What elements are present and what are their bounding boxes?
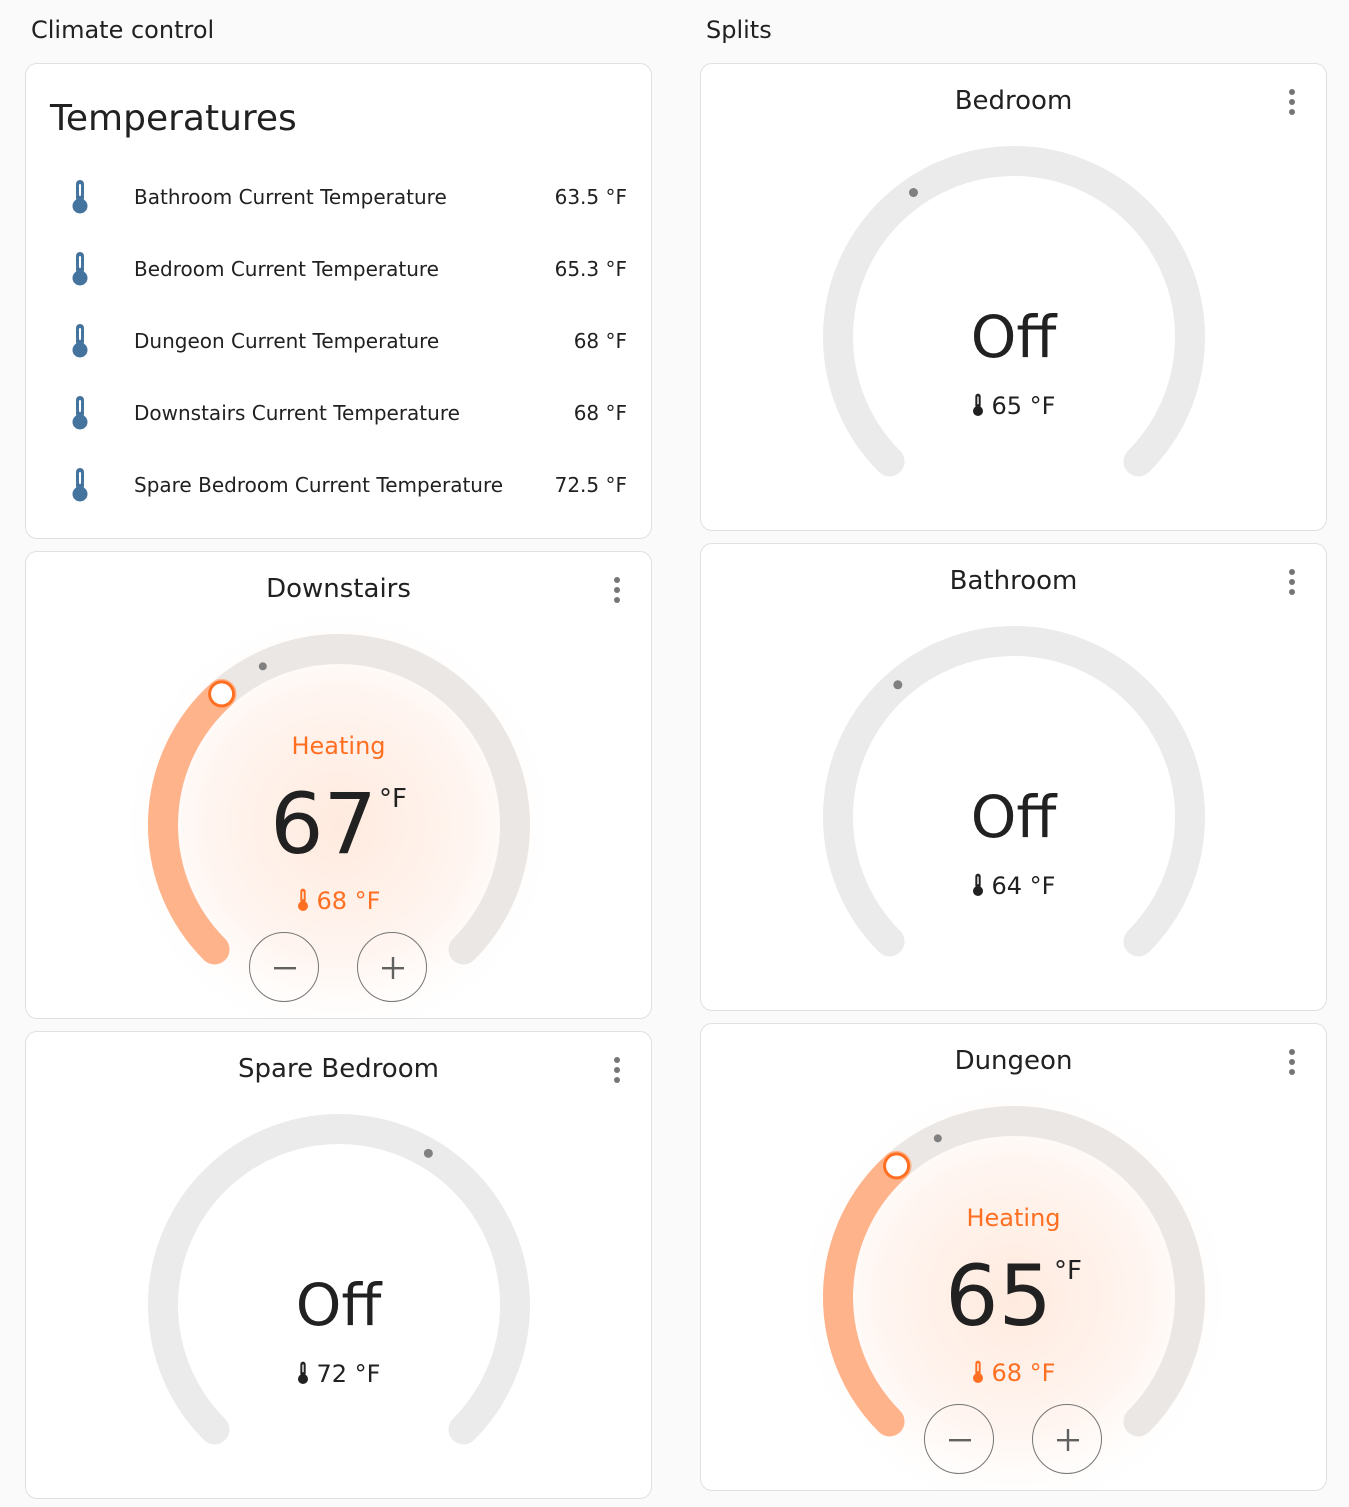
temperature-row-value: 68 °F [573, 329, 627, 353]
temperature-row-value: 72.5 °F [554, 473, 627, 497]
thermostat-dial[interactable] [701, 64, 1327, 531]
thermometer-icon [71, 251, 89, 287]
temperature-row-name: Downstairs Current Temperature [134, 401, 460, 425]
thermometer-icon [972, 393, 983, 416]
target-temperature-value: 67 [270, 775, 377, 873]
temperature-row-name: Dungeon Current Temperature [134, 329, 440, 353]
more-options-icon[interactable] [605, 1056, 629, 1084]
minus-icon [274, 967, 296, 970]
temperatures-card-title: Temperatures [50, 98, 297, 139]
thermometer-icon [72, 324, 88, 358]
temperature-row-value: 68 °F [573, 401, 627, 425]
temperature-row[interactable]: Downstairs Current Temperature 68 °F [26, 393, 651, 433]
current-temperature-marker [258, 662, 267, 671]
temperature-row-name: Spare Bedroom Current Temperature [134, 473, 504, 497]
temperature-row-value: 63.5 °F [554, 185, 627, 209]
thermostat-card-bathroom: Bathroom Off 64 °F [700, 543, 1327, 1011]
target-temperature: 67°F [26, 782, 651, 866]
current-temperature: 68 °F [701, 1359, 1326, 1387]
thermometer-icon [71, 467, 89, 503]
dial-track [823, 626, 1205, 957]
thermostat-dial[interactable] [701, 1024, 1327, 1491]
temperature-row[interactable]: Spare Bedroom Current Temperature 72.5 °… [26, 465, 651, 505]
thermometer-icon [72, 396, 88, 430]
current-temperature-marker [893, 680, 903, 690]
thermostat-card-downstairs: Downstairs Heating 67°F 68 °F [25, 551, 652, 1019]
current-temperature: 64 °F [701, 872, 1326, 900]
current-temperature-value: 65 °F [991, 392, 1056, 420]
temperature-row-name: Bedroom Current Temperature [134, 257, 439, 281]
dial-active-arc [148, 678, 237, 965]
thermostat-name: Downstairs [266, 574, 411, 604]
thermostat-dial[interactable] [26, 552, 652, 1019]
thermostat-name: Spare Bedroom [238, 1054, 439, 1084]
dial-track [148, 1114, 530, 1445]
decrease-temperature-button[interactable] [249, 932, 319, 1002]
thermometer-icon [72, 468, 88, 502]
temperature-row[interactable]: Dungeon Current Temperature 68 °F [26, 321, 651, 361]
thermostat-dial[interactable] [26, 1032, 652, 1499]
target-temperature-handle[interactable] [883, 1152, 911, 1180]
current-temperature-value: 68 °F [316, 887, 381, 915]
hvac-action-label: Heating [291, 732, 386, 760]
thermometer-icon [72, 252, 88, 286]
temperatures-card: Temperatures Bathroom Current Temperatur… [25, 63, 652, 539]
temperature-row-value: 65.3 °F [554, 257, 627, 281]
increase-temperature-button[interactable] [357, 932, 427, 1002]
hvac-state-label: Off [970, 783, 1057, 851]
target-temperature-unit: °F [1053, 1256, 1082, 1286]
thermometer-icon [71, 179, 89, 215]
current-temperature-marker [908, 188, 918, 198]
temperature-row[interactable]: Bathroom Current Temperature 63.5 °F [26, 177, 651, 217]
target-temperature-unit: °F [378, 784, 407, 814]
current-temperature: 72 °F [26, 1360, 651, 1388]
target-temperature: 65°F [701, 1254, 1326, 1338]
current-temperature-marker [423, 1148, 433, 1158]
temperature-row-name: Bathroom Current Temperature [134, 185, 447, 209]
thermostat-name: Bedroom [954, 86, 1073, 116]
thermometer-icon [71, 323, 89, 359]
plus-icon [1057, 1429, 1079, 1451]
thermostat-card-spare-bedroom: Spare Bedroom Off 72 °F [25, 1031, 652, 1499]
target-temperature-handle[interactable] [208, 680, 236, 708]
section-title-splits: Splits [706, 16, 772, 44]
minus-icon [949, 1439, 971, 1442]
hvac-state-label: Off [295, 1271, 382, 1339]
more-options-icon[interactable] [1280, 1048, 1304, 1076]
section-title-climate-control: Climate control [31, 16, 215, 44]
target-temperature-value: 65 [945, 1247, 1052, 1345]
increase-temperature-button[interactable] [1032, 1404, 1102, 1474]
thermostat-name: Dungeon [954, 1046, 1073, 1076]
thermometer-icon [972, 873, 983, 896]
thermostat-card-dungeon: Dungeon Heating 65°F 68 °F [700, 1023, 1327, 1491]
current-temperature: 68 °F [26, 887, 651, 915]
thermometer-icon [72, 180, 88, 214]
thermometer-icon [972, 1360, 983, 1383]
plus-icon [382, 957, 404, 979]
current-temperature-value: 68 °F [991, 1359, 1056, 1387]
thermostat-dial[interactable] [701, 544, 1327, 1011]
thermostat-card-bedroom: Bedroom Off 65 °F [700, 63, 1327, 531]
more-options-icon[interactable] [1280, 88, 1304, 116]
more-options-icon[interactable] [1280, 568, 1304, 596]
hvac-state-label: Off [970, 303, 1057, 371]
thermometer-icon [71, 395, 89, 431]
more-options-icon[interactable] [605, 576, 629, 604]
current-temperature-value: 72 °F [316, 1360, 381, 1388]
thermometer-icon [297, 1361, 308, 1384]
dial-active-arc [823, 1150, 912, 1437]
thermometer-icon [297, 888, 308, 911]
thermostat-name: Bathroom [949, 566, 1078, 596]
decrease-temperature-button[interactable] [924, 1404, 994, 1474]
current-temperature-value: 64 °F [991, 872, 1056, 900]
hvac-action-label: Heating [966, 1204, 1061, 1232]
current-temperature: 65 °F [701, 392, 1326, 420]
temperature-row[interactable]: Bedroom Current Temperature 65.3 °F [26, 249, 651, 289]
dial-track [823, 146, 1205, 477]
current-temperature-marker [933, 1134, 942, 1143]
